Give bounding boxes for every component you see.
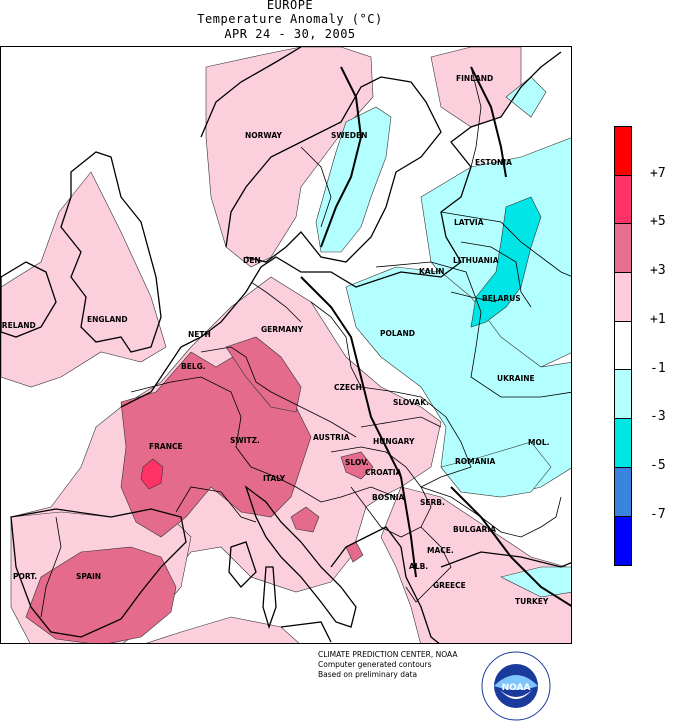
- legend-swatch-4: [615, 321, 631, 371]
- noaa-logo-text: NOAA: [502, 683, 531, 693]
- map-date-range: APR 24 - 30, 2005: [224, 27, 356, 41]
- label-czech: CZECH.: [334, 383, 365, 392]
- legend-swatch-6: [615, 419, 631, 468]
- label-kaliningrad: KALIN.: [419, 267, 447, 276]
- legend-tick-label: +3: [650, 263, 666, 279]
- heavy-lines: [300, 66, 571, 607]
- label-belarus: BELARUS: [482, 294, 521, 303]
- legend-swatch-0: [615, 127, 631, 176]
- cool-anomaly-poland-ukraine: [345, 266, 571, 498]
- label-lithuania: LITHUANIA: [453, 256, 499, 265]
- label-belgium: BELG.: [181, 362, 206, 371]
- anomaly-map: FINLAND NORWAY SWEDEN ESTONIA LATVIA LIT…: [0, 46, 572, 644]
- label-bosnia: BOSNIA: [372, 493, 405, 502]
- label-romania: ROMANIA: [455, 457, 495, 466]
- warm-anomaly-north-africa: [146, 616, 300, 643]
- label-estonia: ESTONIA: [475, 158, 512, 167]
- legend-tick-label: -7: [650, 506, 666, 522]
- legend-tick-label: +7: [650, 165, 666, 181]
- label-england: ENGLAND: [87, 315, 128, 324]
- label-moldova: MOL.: [528, 438, 550, 447]
- label-france: FRANCE: [149, 442, 183, 451]
- label-portugal: PORT.: [13, 572, 37, 581]
- map-region-title: EUROPE: [266, 0, 314, 12]
- label-netherlands: NETH: [188, 330, 211, 339]
- warm-anomaly-croatia: [340, 451, 374, 480]
- label-ireland: IRELAND: [1, 321, 36, 330]
- label-norway: NORWAY: [245, 131, 282, 140]
- legend-swatch-5: [615, 370, 631, 420]
- legend-swatch-8: [615, 516, 631, 566]
- label-slovenia: SLOV.: [345, 458, 369, 467]
- label-serbia: SERB.: [420, 498, 445, 507]
- label-albania: ALB.: [409, 562, 428, 571]
- label-croatia: CROATIA: [365, 468, 402, 477]
- warm-anomaly-italy-spot: [290, 506, 320, 533]
- coastlines: [1, 47, 571, 643]
- legend-tick-label: -5: [650, 457, 666, 473]
- label-bulgaria: BULGARIA: [453, 525, 496, 534]
- label-poland: POLAND: [380, 329, 415, 338]
- label-denmark: DEN: [243, 256, 261, 265]
- label-macedonia: MACE.: [427, 546, 454, 555]
- legend-swatch-7: [615, 467, 631, 517]
- label-italy: ITALY: [263, 474, 286, 483]
- noaa-logo: NOAA: [481, 651, 551, 721]
- legend-swatch-1: [615, 175, 631, 225]
- label-sweden: SWEDEN: [331, 131, 367, 140]
- label-greece: GREECE: [433, 581, 466, 590]
- legend-swatch-3: [615, 273, 631, 322]
- label-ukraine: UKRAINE: [497, 374, 535, 383]
- label-hungary: HUNGARY: [373, 437, 415, 446]
- borders: [40, 66, 571, 618]
- warm-anomaly-scandinavia: [205, 47, 374, 268]
- cool-anomaly-sweden: [315, 106, 392, 253]
- label-finland: FINLAND: [456, 74, 493, 83]
- cool-anomaly-belarus-strong: [470, 196, 542, 328]
- credit-line-2: Computer generated contours: [318, 660, 432, 669]
- color-legend: [614, 126, 632, 566]
- credit-line-1: CLIMATE PREDICTION CENTER, NOAA: [318, 650, 458, 659]
- warm-anomaly-britain: [1, 171, 167, 388]
- label-slovakia: SLOVAK.: [393, 398, 429, 407]
- cool-anomaly-romania: [440, 441, 552, 498]
- map-subtitle: Temperature Anomaly (°C): [197, 12, 383, 26]
- warm-anomaly-france-peak: [140, 458, 164, 490]
- cool-anomaly-finland-east: [505, 76, 547, 118]
- legend-swatch-2: [615, 224, 631, 274]
- legend-tick-label: -1: [650, 360, 666, 376]
- legend-tick-label: +5: [650, 214, 666, 230]
- warm-anomaly-spain-strong: [25, 546, 177, 643]
- legend-tick-label: +1: [650, 311, 666, 327]
- label-spain: SPAIN: [76, 572, 101, 581]
- warm-anomaly-balkans: [380, 486, 571, 643]
- label-switzerland: SWITZ.: [230, 436, 260, 445]
- credit-line-3: Based on preliminary data: [318, 670, 418, 679]
- label-austria: AUSTRIA: [313, 433, 350, 442]
- legend-tick-label: -3: [650, 409, 666, 425]
- label-latvia: LATVIA: [454, 218, 484, 227]
- label-turkey: TURKEY: [515, 597, 549, 606]
- label-germany: GERMANY: [261, 325, 304, 334]
